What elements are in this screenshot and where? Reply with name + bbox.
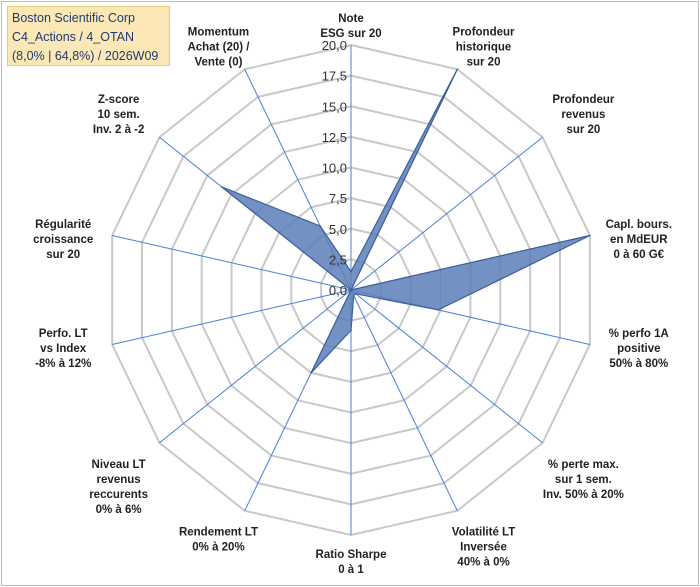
axis-label-8: Rendement LT 0% à 20% [179, 527, 258, 554]
tick-label: 12,5 [322, 130, 347, 145]
axis-label-line: Momentum [188, 26, 249, 38]
tick-label: 7,5 [329, 191, 347, 206]
axis-label-line: % perte max. [548, 459, 619, 471]
axis-label-line: Perfo. LT [39, 328, 88, 340]
axis-label-line: Z-score [98, 94, 140, 106]
axis-label-0: Note ESG sur 20 [320, 13, 381, 40]
tick-label: 10,0 [322, 161, 347, 176]
axis-label-line: sur 20 [467, 56, 501, 68]
spoke-2 [350, 136, 543, 291]
axis-label-line: Achat (20) / [187, 41, 250, 53]
data-point-7 [350, 329, 352, 332]
spoke-10 [112, 289, 352, 346]
axis-label-line: positive [617, 343, 660, 355]
data-point-0 [350, 270, 352, 273]
axis-label-line: Profondeur [453, 26, 515, 38]
axis-label-line: ESG sur 20 [320, 28, 381, 40]
tick-label: 0,0 [329, 283, 347, 298]
radar-series [220, 68, 591, 374]
axis-label-2: Profondeur revenus sur 20 [552, 94, 614, 136]
axis-label-line: 0% à 20% [192, 542, 244, 554]
tick-label: 20,0 [322, 38, 347, 53]
axis-label-line: Vente (0) [195, 56, 243, 68]
axis-label-11: Régularité croissance sur 20 [33, 219, 93, 261]
tick-label: 17,5 [322, 69, 347, 84]
axis-label-line: 40% à 0% [457, 557, 509, 569]
axis-label-line: 50% à 80% [609, 358, 668, 370]
axis-label-line: sur 1 sem. [555, 474, 612, 486]
axis-label-1: Profondeur historique sur 20 [453, 26, 515, 68]
spoke-11 [112, 234, 352, 291]
axis-label-line: Inv. 2 à -2 [93, 124, 145, 136]
axis-label-line: en MdEUR [610, 234, 668, 246]
axis-label-9: Niveau LT revenus reccurents 0% à 6% [89, 459, 148, 516]
axis-label-line: revenus [561, 109, 605, 121]
spoke-5 [350, 289, 543, 444]
tick-label: 2,5 [329, 252, 347, 267]
series-area [221, 68, 591, 374]
axis-label-line: 0% à 6% [96, 504, 142, 516]
axis-label-line: -8% à 12% [35, 358, 91, 370]
axis-label-line: Inv. 50% à 20% [543, 489, 624, 501]
classification: C4_Actions / 4_OTAN [12, 30, 135, 44]
axis-label-line: Régularité [35, 219, 91, 231]
axis-label-line: 0 à 60 G€ [614, 249, 665, 261]
data-point-13 [319, 225, 321, 227]
data-point-5 [354, 293, 357, 295]
company-name: Boston Scientific Corp [12, 11, 135, 25]
axis-label-line: Rendement LT [179, 527, 258, 539]
axis-label-3: Capl. bours. en MdEUR 0 à 60 G€ [606, 219, 672, 261]
data-point-8 [310, 371, 312, 374]
axis-label-6: Volatilité LT Inversée 40% à 0% [452, 527, 515, 569]
info-box: Boston Scientific Corp C4_Actions / 4_OT… [7, 6, 170, 66]
tick-label: 5,0 [329, 222, 347, 237]
tick-label: 15,0 [322, 99, 347, 114]
spoke-6 [350, 289, 458, 511]
axis-label-line: croissance [33, 234, 93, 246]
axis-label-line: Niveau LT [92, 459, 146, 471]
data-point-4 [437, 309, 439, 311]
data-point-12 [220, 186, 223, 188]
data-point-6 [352, 294, 355, 297]
axis-label-line: Ratio Sharpe [316, 549, 387, 561]
axis-label-line: % perfo 1A [609, 328, 669, 340]
axis-labels: Note ESG sur 20 Profondeur historique sur 20… [33, 13, 672, 576]
axis-label-line: historique [456, 41, 512, 53]
stats-week: (8,0% | 64,8%) / 2026W09 [12, 49, 159, 63]
axis-label-10: Perfo. LT vs Index -8% à 12% [35, 328, 91, 370]
axis-label-line: Note [338, 13, 364, 25]
data-point-1 [456, 68, 459, 71]
axis-label-line: sur 20 [566, 124, 600, 136]
axis-label-line: Capl. bours. [606, 219, 672, 231]
radial-tick-labels: 0,0 2,5 5,0 7,5 10,0 12,5 15,0 17,5 20,0 [322, 38, 347, 298]
axis-label-line: 10 sem. [98, 109, 140, 121]
axis-label-12: Z-score 10 sem. Inv. 2 à -2 [93, 94, 145, 136]
axis-label-line: Volatilité LT [452, 527, 515, 539]
data-point-3 [589, 234, 591, 237]
axis-label-13: Momentum Achat (20) / Vente (0) [187, 26, 250, 68]
axis-label-7: Ratio Sharpe 0 à 1 [316, 549, 387, 576]
axis-label-line: Profondeur [552, 94, 614, 106]
axis-label-line: Inversée [460, 542, 507, 554]
axis-label-line: vs Index [40, 343, 87, 355]
axis-label-line: sur 20 [46, 249, 80, 261]
axis-label-line: 0 à 1 [338, 564, 364, 576]
data-point-11 [350, 289, 352, 291]
axis-label-line: revenus [97, 474, 141, 486]
axis-label-4: % perfo 1A positive 50% à 80% [609, 328, 669, 370]
spoke-9 [159, 289, 352, 444]
axis-label-5: % perte max. sur 1 sem. Inv. 50% à 20% [543, 459, 624, 501]
axis-label-line: reccurents [89, 489, 148, 501]
